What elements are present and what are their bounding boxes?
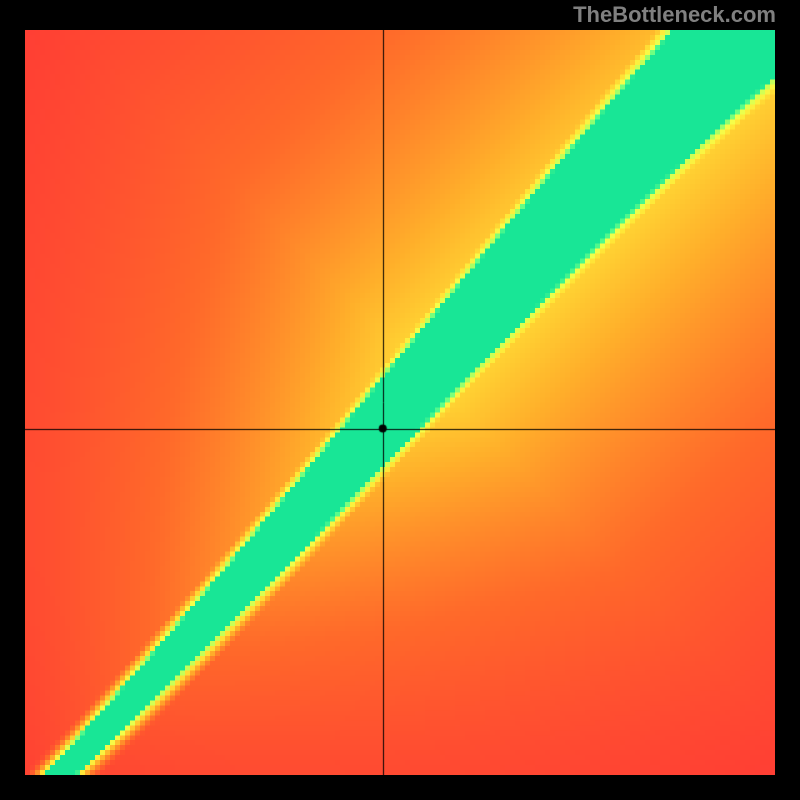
chart-container: TheBottleneck.com [0,0,800,800]
watermark-text: TheBottleneck.com [573,2,776,28]
crosshair-overlay [25,30,775,775]
